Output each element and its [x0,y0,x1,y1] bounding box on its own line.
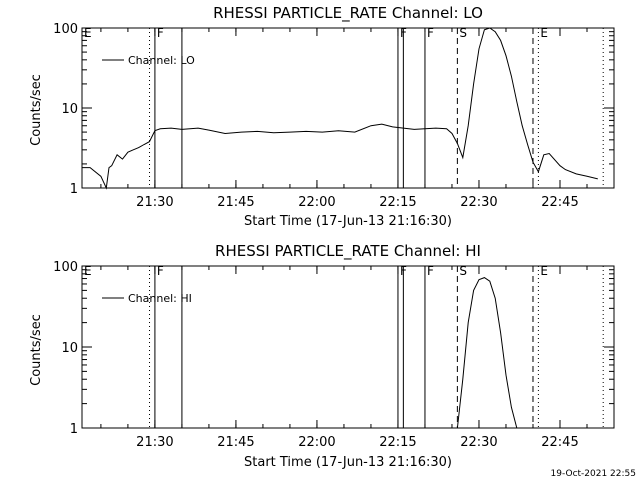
x-tick-label: 22:30 [460,195,497,210]
y-tick-label: 10 [61,341,78,356]
marker-label: F [427,26,434,40]
ticks-lo: 21:30 21:45 22:00 22:15 22:30 22:45 1 10 100 [53,22,614,210]
legend-label-hi: Channel: HI [128,292,192,305]
panel-hi: RHESSI PARTICLE_RATE Channel: HI Start T… [29,242,615,470]
x-tick-label: 22:45 [541,435,578,450]
series-hi [456,277,518,429]
legend-label-lo: Channel: LO [128,54,195,67]
marker-label: E [540,26,548,40]
marker-label: E [540,264,548,278]
y-tick-label: 10 [61,102,78,117]
marker-label: S [459,26,467,40]
x-tick-label: 22:15 [379,435,416,450]
panel-lo: RHESSI PARTICLE_RATE Channel: LO Start T… [29,4,615,229]
y-tick-label: 100 [53,22,78,37]
generation-timestamp: 19-Oct-2021 22:55 [551,469,636,479]
x-axis-label-hi: Start Time (17-Jun-13 21:16:30) [244,455,452,470]
marker-label: S [459,264,467,278]
y-axis-label-lo: Counts/sec [29,74,44,146]
markers-hi: EFFFSE [84,264,604,428]
chart-title-lo: RHESSI PARTICLE_RATE Channel: LO [213,4,483,23]
x-tick-label: 21:30 [136,435,173,450]
x-tick-label: 22:00 [298,195,335,210]
x-tick-label: 21:45 [217,195,254,210]
markers-lo: EFFFSE [84,26,604,188]
series-line [82,27,598,190]
y-tick-label: 1 [70,182,78,197]
series-line [456,277,518,429]
ticks-hi: 21:30 21:45 22:00 22:15 22:30 22:45 1 10 100 [53,260,614,450]
x-tick-label: 22:15 [379,195,416,210]
y-axis-label-hi: Counts/sec [29,314,44,386]
y-tick-label: 1 [70,422,78,437]
marker-label: E [84,264,92,278]
y-tick-label: 100 [53,260,78,275]
x-tick-label: 22:00 [298,435,335,450]
x-axis-label-lo: Start Time (17-Jun-13 21:16:30) [244,214,452,229]
marker-label: F [157,26,164,40]
x-tick-label: 22:30 [460,435,497,450]
x-tick-label: 21:45 [217,435,254,450]
x-tick-label: 22:45 [541,195,578,210]
marker-label: F [157,264,164,278]
chart-title-hi: RHESSI PARTICLE_RATE Channel: HI [215,242,481,261]
marker-label: F [427,264,434,278]
x-tick-label: 21:30 [136,195,173,210]
series-lo [82,27,598,190]
marker-label: E [84,26,92,40]
